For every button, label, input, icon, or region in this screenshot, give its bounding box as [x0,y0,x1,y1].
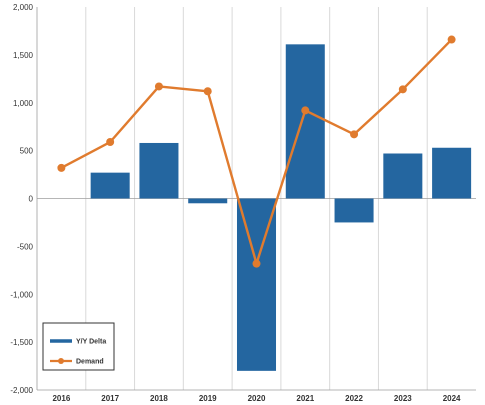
bar-2024 [432,147,472,199]
x-tick-label: 2020 [248,394,266,403]
bar-2017 [90,172,130,199]
demand-point-2023 [398,85,407,94]
legend-box [42,322,115,371]
demand-point-2019 [203,87,212,96]
bar-2019 [188,198,228,204]
axes: 2,000 1,500 1,000 500 0 -500 -1,000 -1,500 -2,00… [10,3,476,403]
demand-point-2016 [57,163,66,172]
demand-point-2022 [350,130,359,139]
legend-label-line: Demand [76,359,104,366]
x-tick-label: 2018 [150,394,168,403]
bar-series [90,44,472,371]
y-tick-label: -1,500 [10,338,33,347]
y-tick-label: 1,500 [13,51,34,60]
bar-2021 [285,44,325,199]
y-tick-label: 0 [29,195,34,204]
y-tick-label: -2,000 [10,386,33,395]
y-tick-label: 500 [20,147,34,156]
demand-point-2021 [301,106,310,115]
bar-2022 [334,198,374,223]
bar-2020 [236,198,277,371]
demand-point-2024 [447,35,456,44]
x-tick-label: 2022 [345,394,363,403]
x-tick-label: 2023 [394,394,412,403]
bar-2018 [139,142,179,199]
demand-point-2018 [154,82,163,91]
line-series [57,35,456,268]
bar-2023 [383,153,423,199]
x-tick-label: 2019 [199,394,217,403]
y-tick-label: -1,000 [10,290,33,299]
y-tick-label: -500 [17,242,34,251]
x-tick-label: 2021 [296,394,314,403]
x-tick-label: 2024 [443,394,461,403]
legend-label-bar: Y/Y Delta [76,339,106,346]
y-tick-label: 1,000 [13,99,34,108]
x-tick-label: 2016 [52,394,70,403]
legend-swatch-marker [58,358,64,364]
y-tick-label: 2,000 [13,3,34,12]
legend: Y/Y Delta Demand [42,322,115,371]
demand-point-2017 [106,138,115,147]
demand-point-2020 [252,259,261,268]
x-tick-label: 2017 [101,394,119,403]
